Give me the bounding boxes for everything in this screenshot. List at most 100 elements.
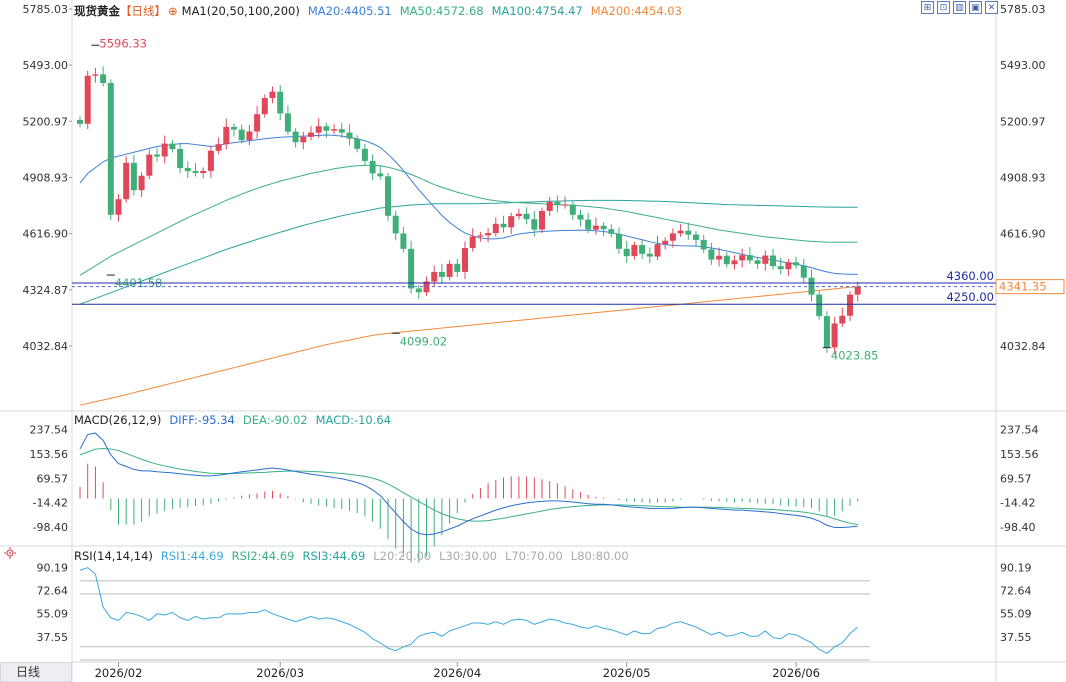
macd-value: MACD:-10.64 bbox=[315, 413, 392, 427]
candle-body bbox=[808, 277, 815, 295]
ma200-value: MA200:4454.03 bbox=[590, 4, 682, 18]
chart-type-icon[interactable]: ▥ bbox=[953, 1, 966, 14]
candle-body bbox=[816, 294, 823, 317]
candle-body bbox=[485, 233, 492, 236]
horizontal-line-label-4250.00: 4250.00 bbox=[946, 290, 994, 304]
candle-body bbox=[308, 132, 314, 137]
candle-body bbox=[577, 214, 584, 220]
macd-tick-left: 69.57 bbox=[37, 472, 69, 485]
candle-body bbox=[84, 75, 91, 124]
symbol-name: 现货黄金 bbox=[74, 4, 120, 18]
candle-body bbox=[361, 148, 368, 161]
candle-body bbox=[631, 244, 638, 257]
macd-tick-right: -14.42 bbox=[1000, 497, 1035, 510]
x-tick-2026/06: 2026/06 bbox=[772, 666, 820, 680]
candle-body bbox=[693, 234, 699, 240]
candle-body bbox=[77, 119, 83, 124]
ma50-line bbox=[79, 164, 858, 276]
price-tick-left: 4032.84 bbox=[23, 340, 69, 353]
candle-body bbox=[331, 129, 338, 131]
rsi-tick-left: 37.55 bbox=[37, 631, 69, 644]
candle-body bbox=[431, 271, 438, 282]
candle-body bbox=[300, 136, 307, 143]
candle-body bbox=[400, 233, 407, 249]
candle-body bbox=[646, 253, 653, 257]
rsi3-value: RSI3:44.69 bbox=[302, 549, 366, 563]
add-icon[interactable]: ⊕ bbox=[168, 4, 178, 18]
candle-body bbox=[354, 138, 361, 149]
candle-body bbox=[562, 204, 569, 206]
candle-body bbox=[454, 263, 461, 272]
candle-body bbox=[770, 255, 776, 267]
candle-body bbox=[785, 262, 792, 270]
extreme-label-4023.85: 4023.85 bbox=[831, 349, 879, 363]
candle-body bbox=[515, 213, 522, 217]
candle-body bbox=[793, 262, 800, 266]
candle-body bbox=[138, 175, 145, 191]
candle-body bbox=[616, 233, 622, 249]
rsi-config-label[interactable]: RSI(14,14,14) bbox=[74, 549, 153, 563]
candle-body bbox=[385, 176, 391, 216]
rsi-tick-left: 72.64 bbox=[37, 585, 69, 598]
rsi1-value: RSI1:44.69 bbox=[160, 549, 224, 563]
candle-body bbox=[662, 240, 669, 245]
candle-body bbox=[154, 154, 160, 157]
candle-body bbox=[600, 225, 607, 230]
ma100-line bbox=[79, 199, 858, 305]
price-tick-left: 5200.97 bbox=[23, 115, 69, 128]
candle-body bbox=[177, 148, 184, 169]
candle-body bbox=[477, 235, 484, 237]
last-price-label: 4341.35 bbox=[999, 280, 1047, 294]
chart-toolbar: ⊞ ⊡ ▥ ▣ ✕ bbox=[921, 1, 998, 14]
candle-body bbox=[446, 263, 453, 277]
candle-body bbox=[261, 98, 268, 115]
macd-header: MACD(26,12,9) DIFF:-95.34 DEA:-90.02 MACD:-… bbox=[74, 413, 399, 427]
x-tick-2026/04: 2026/04 bbox=[433, 666, 481, 680]
candle-body bbox=[146, 154, 153, 176]
candle-body bbox=[708, 249, 715, 260]
rsi-tick-right: 55.09 bbox=[1000, 608, 1032, 621]
candle-body bbox=[254, 114, 261, 132]
candle-body bbox=[754, 260, 761, 264]
macd-tick-right: 237.54 bbox=[1000, 423, 1039, 436]
candle-body bbox=[777, 266, 784, 270]
candle-body bbox=[438, 271, 445, 277]
restore-icon[interactable]: ▣ bbox=[969, 1, 982, 14]
candle-body bbox=[569, 204, 576, 215]
candle-body bbox=[123, 162, 130, 200]
candle-body bbox=[408, 248, 415, 289]
candle-body bbox=[608, 229, 615, 234]
macd-config-label[interactable]: MACD(26,12,9) bbox=[74, 413, 162, 427]
rsi-header: RSI(14,14,14) RSI1:44.69 RSI2:44.69 RSI3:44… bbox=[74, 549, 637, 563]
candle-body bbox=[115, 199, 122, 215]
candle-body bbox=[184, 168, 191, 172]
period-label[interactable]: 【日线】 bbox=[120, 4, 166, 18]
expand-icon[interactable]: ⊞ bbox=[921, 1, 934, 14]
candle-body bbox=[200, 170, 207, 174]
candle-body bbox=[346, 132, 353, 139]
price-tick-right: 5493.00 bbox=[1000, 59, 1046, 72]
price-tick-right: 5200.97 bbox=[1000, 115, 1046, 128]
candle-body bbox=[377, 173, 384, 177]
price-tick-left: 5493.00 bbox=[23, 59, 69, 72]
candle-body bbox=[685, 230, 692, 235]
candle-body bbox=[800, 265, 807, 278]
candle-body bbox=[639, 244, 646, 254]
candle-body bbox=[107, 83, 114, 215]
candle-body bbox=[161, 143, 168, 157]
price-tick-left: 4908.93 bbox=[23, 171, 69, 184]
candle-body bbox=[315, 126, 322, 133]
candle-body bbox=[192, 171, 199, 174]
price-tick-right: 4032.84 bbox=[1000, 340, 1046, 353]
candle-body bbox=[546, 201, 553, 211]
fullscreen-icon[interactable]: ⊡ bbox=[937, 1, 950, 14]
ma-config-label[interactable]: MA1(20,50,100,200) bbox=[181, 4, 300, 18]
candle-body bbox=[284, 113, 291, 132]
close-icon[interactable]: ✕ bbox=[985, 1, 998, 14]
settings-icon[interactable] bbox=[4, 547, 16, 559]
period-button[interactable]: 日线 bbox=[0, 662, 72, 682]
rsi-tick-left: 55.09 bbox=[37, 608, 69, 621]
rsi-line bbox=[79, 567, 859, 655]
candle-body bbox=[677, 230, 684, 234]
